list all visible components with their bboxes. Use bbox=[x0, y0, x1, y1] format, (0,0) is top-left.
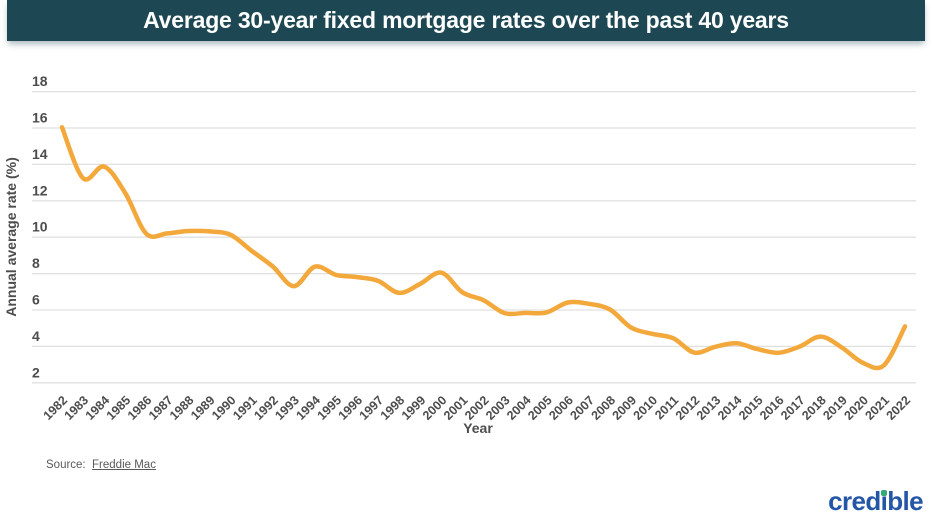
logo-i-green-dot: i bbox=[880, 486, 888, 516]
y-tick-label: 6 bbox=[32, 292, 40, 308]
chart-title-banner: Average 30-year fixed mortgage rates ove… bbox=[7, 0, 925, 41]
source-link[interactable]: Freddie Mac bbox=[92, 459, 156, 471]
x-tick-label: 2022 bbox=[884, 393, 914, 423]
y-tick-label: 18 bbox=[32, 73, 48, 89]
y-tick-labels: 2 4 6 8 10 12 14 16 18 bbox=[32, 73, 48, 380]
y-tick-label: 12 bbox=[32, 182, 48, 198]
y-tick-label: 2 bbox=[32, 364, 40, 380]
mortgage-rate-line-chart: 2 4 6 8 10 12 14 16 18 19821983198419851986198719… bbox=[3, 73, 916, 436]
x-tick-labels: 1982198319841985198619871988198919901991… bbox=[41, 393, 914, 423]
credible-logo: credible bbox=[828, 486, 924, 516]
y-axis-title: Annual average rate (%) bbox=[3, 157, 19, 317]
chart-title: Average 30-year fixed mortgage rates ove… bbox=[143, 7, 789, 33]
rate-line bbox=[59, 125, 908, 371]
x-axis-title: Year bbox=[463, 420, 493, 436]
source-prefix: Source: bbox=[46, 459, 89, 471]
y-tick-label: 14 bbox=[32, 146, 48, 162]
y-tick-label: 10 bbox=[32, 219, 48, 235]
axis-titles: Annual average rate (%) Year bbox=[3, 157, 493, 436]
y-tick-label: 4 bbox=[32, 328, 40, 344]
gridlines bbox=[32, 90, 916, 384]
source-note: Source: Freddie Mac bbox=[46, 459, 156, 471]
y-tick-label: 16 bbox=[32, 110, 48, 126]
y-tick-label: 8 bbox=[32, 255, 40, 271]
